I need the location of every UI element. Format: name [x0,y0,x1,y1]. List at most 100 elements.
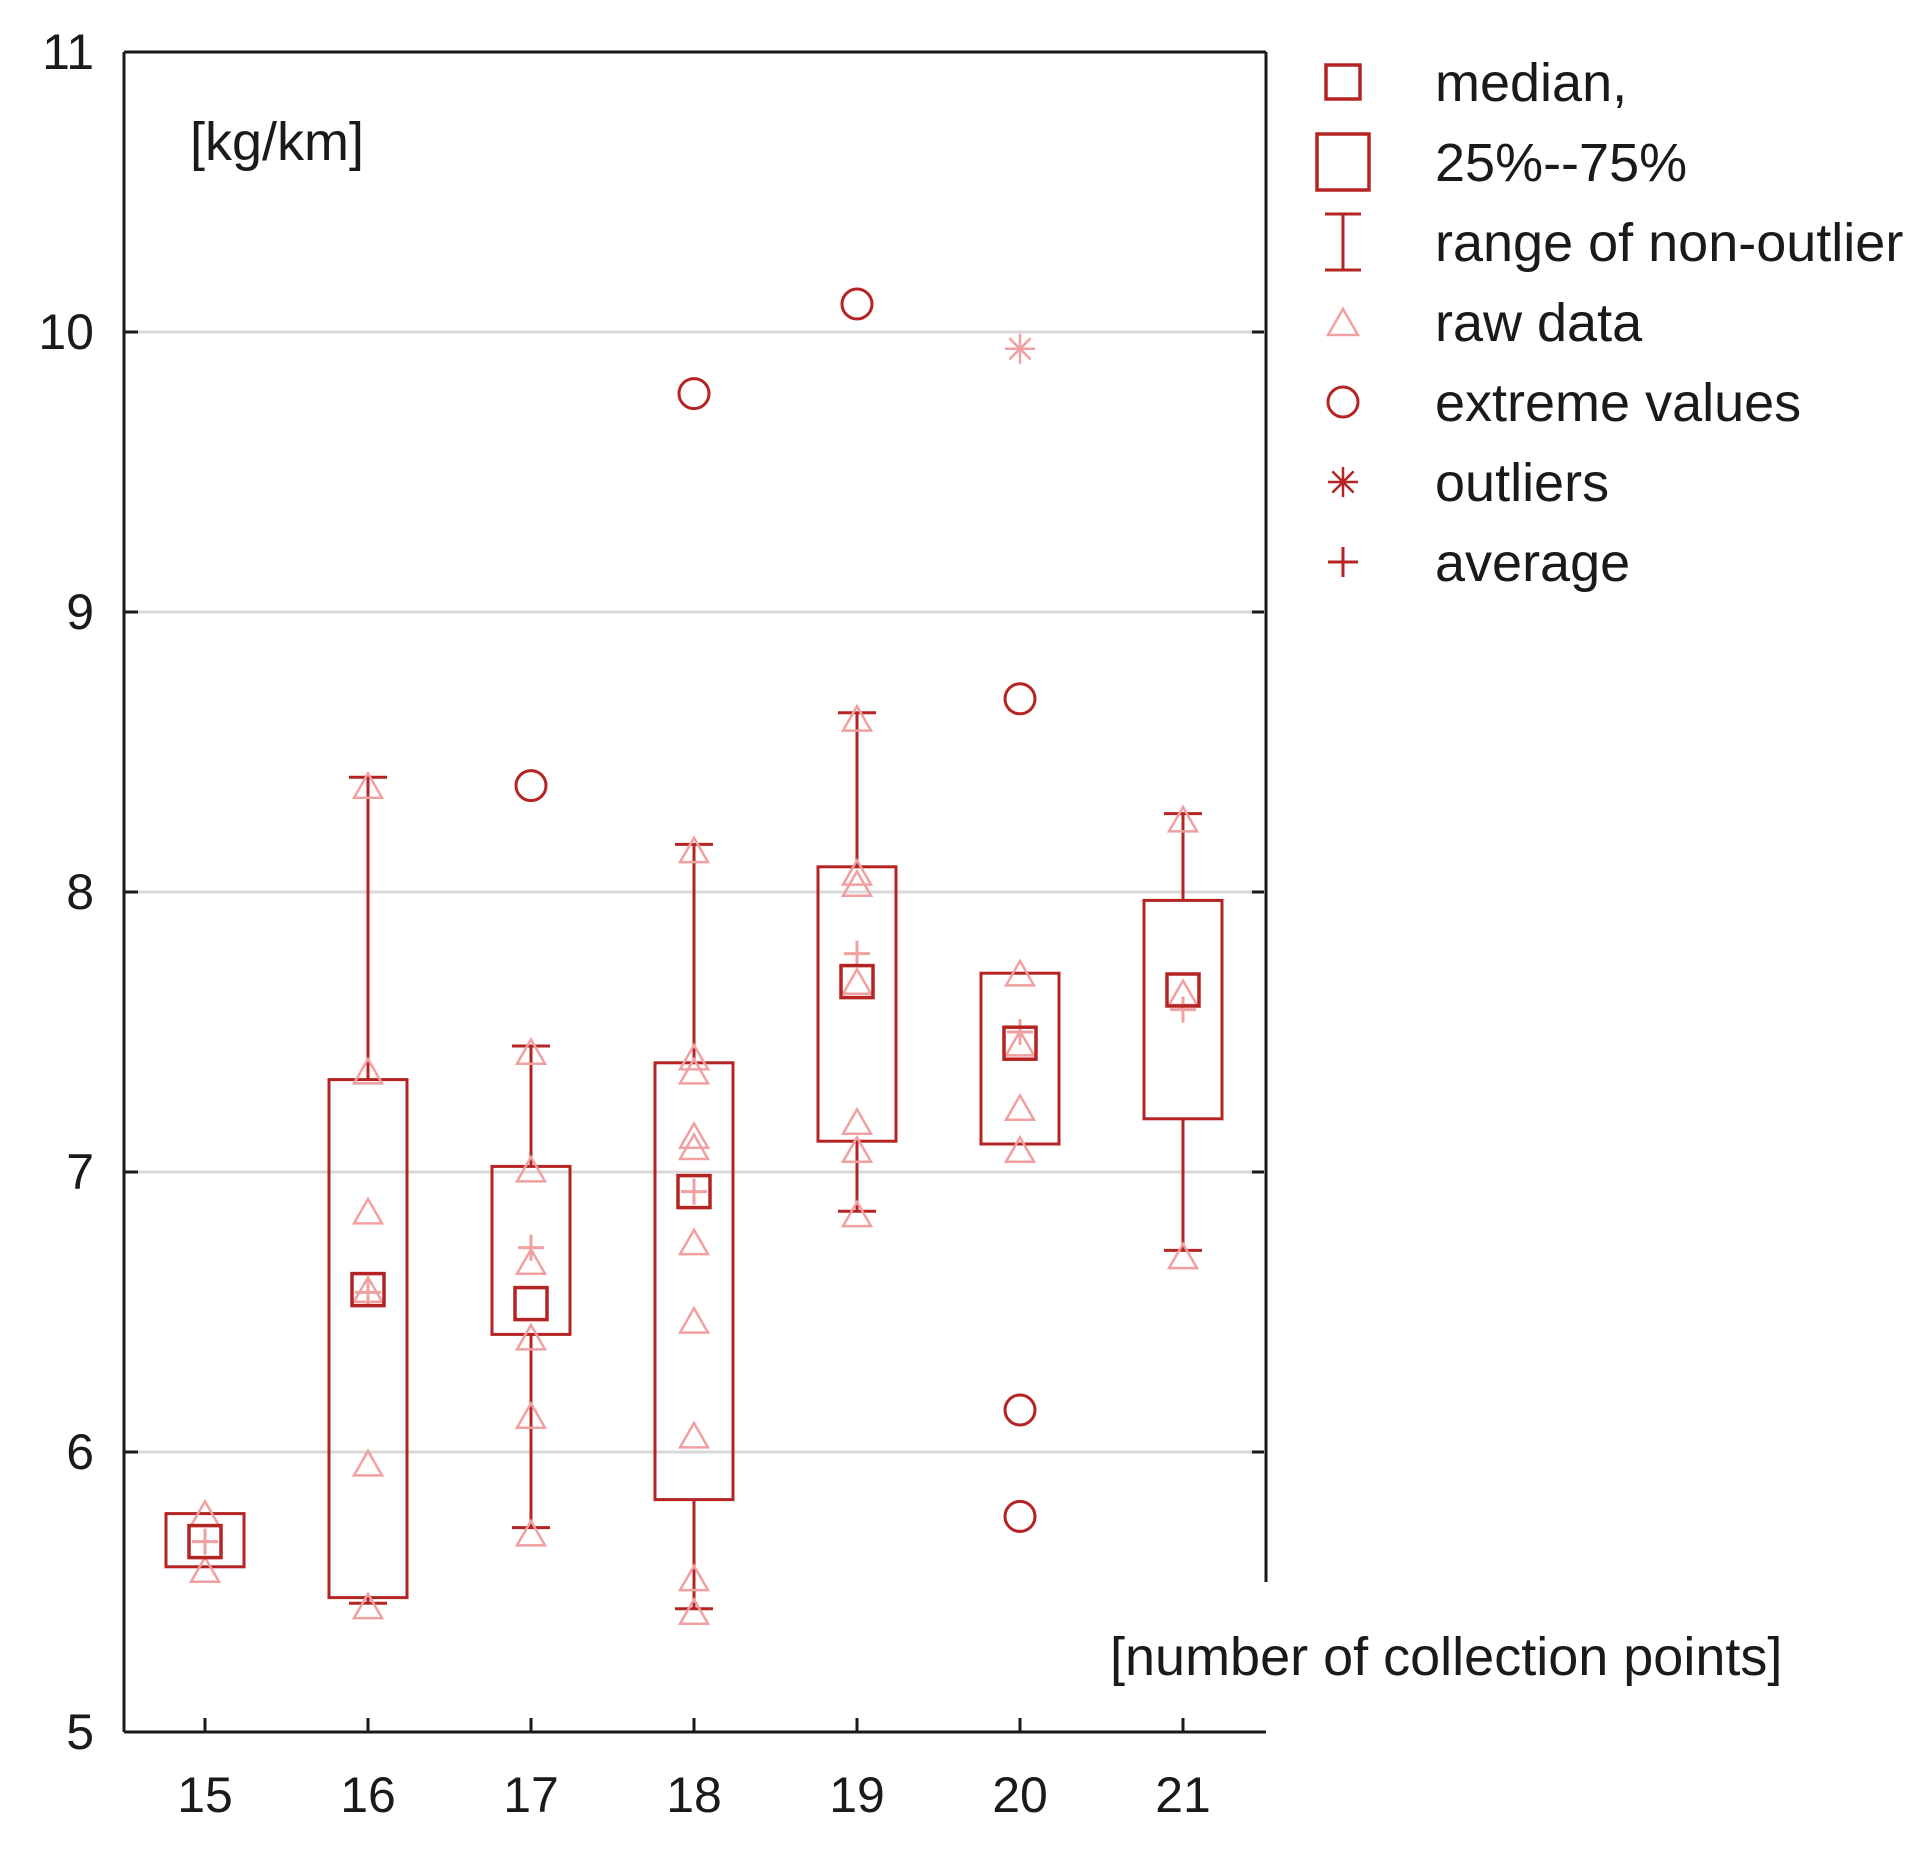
average-marker [681,1178,707,1205]
extreme-value-point [1003,682,1037,716]
legend-item-box: 25%--75% [1315,132,1687,193]
x-tick-label: 20 [992,1767,1048,1823]
outlier-point-stroke [1008,337,1032,361]
legend: median, 25%--75% range of non-outlier raw d… [1315,53,1903,593]
box-group-15 [164,1498,246,1584]
box-group-20 [979,333,1061,1533]
legend-circle-swatch [1326,385,1360,419]
iqr-box [164,1512,246,1569]
raw-data-point [514,1246,548,1276]
extreme-value-point [514,769,548,803]
x-tick-label: 18 [666,1767,722,1823]
y-tick-label: 10 [38,304,94,360]
legend-label: average [1435,533,1630,593]
iqr-box [490,1164,572,1336]
raw-data-point [677,1056,711,1085]
raw-data-point [677,1120,711,1150]
extreme-value-point [1003,1499,1037,1533]
raw-data-point [514,1400,548,1430]
legend-label: 25%--75% [1435,133,1687,193]
axes: 5 6 7 8 9 10 11 15 16 17 18 19 20 21 [38,24,1268,1823]
raw-data-point [514,1154,548,1183]
extreme-value-point [677,377,711,411]
raw-data-point [351,1196,385,1225]
box-group-21 [1142,804,1224,1270]
box-group-17 [490,769,572,1547]
x-tick-label: 16 [340,1767,396,1823]
raw-data-point [677,1227,711,1256]
y-tick-label: 5 [66,1704,94,1760]
legend-item-asterisk: outliers [1328,453,1609,513]
raw-data-point [840,857,874,886]
iqr-box [816,865,898,1143]
legend-item-circle: extreme values [1326,373,1801,433]
median-marker [839,963,875,1000]
box-group-19 [816,287,898,1228]
x-tick-label: 15 [177,1767,233,1823]
plot-area [164,287,1224,1626]
raw-data-point [514,1322,548,1351]
raw-data-point [840,1106,874,1136]
y-tick-label: 9 [66,584,94,640]
x-tick-label: 17 [503,1767,559,1823]
legend-item-median-square: median, [1324,53,1627,113]
raw-data-point [351,1056,385,1085]
legend-plus-swatch [1328,547,1358,577]
raw-data-point [514,1518,548,1547]
raw-data-point [351,1591,385,1620]
extreme-value-point [840,287,874,321]
median-marker [676,1173,712,1210]
raw-data-point [1166,804,1200,833]
average-marker [844,940,870,967]
legend-box-swatch [1315,132,1371,192]
legend-item-triangle: raw data [1325,293,1643,353]
raw-data-point [677,1420,711,1449]
raw-data-point [1003,958,1037,987]
iqr-box [1142,898,1224,1121]
legend-asterisk-swatch-stroke [1331,470,1355,494]
raw-data-point [351,1448,385,1477]
median-marker [187,1523,223,1560]
average-marker [192,1528,218,1555]
legend-triangle-swatch [1325,306,1361,337]
raw-data-point [514,1036,548,1066]
raw-data-point [1003,1092,1037,1122]
box-group-18 [653,377,735,1626]
unit-label: [kg/km] [190,112,364,172]
average-marker [1170,996,1196,1023]
raw-data-point [677,1305,711,1334]
raw-data-point [1166,1241,1200,1270]
legend-label: range of non-outlier [1435,213,1903,273]
y-tick-label: 6 [66,1424,94,1480]
iqr-box [327,1078,409,1600]
raw-data-point [677,1596,711,1626]
y-tick-label: 8 [66,864,94,920]
raw-data-point [188,1554,222,1584]
legend-label: extreme values [1435,373,1801,433]
legend-item-whisker: range of non-outlier [1325,212,1903,273]
iqr-box [653,1061,735,1502]
x-axis-title: [number of collection points] [1110,1627,1782,1687]
median-marker [513,1285,549,1322]
x-tick-label: 19 [829,1767,885,1823]
raw-data-point [677,1042,711,1071]
raw-data-point [840,1134,874,1164]
legend-label: outliers [1435,453,1609,513]
raw-data-point [840,1199,874,1228]
box-group-16 [327,770,409,1620]
y-tick-label: 11 [42,24,94,80]
raw-data-point [1003,1028,1037,1057]
raw-data-point [840,703,874,732]
x-tick-label: 21 [1155,1767,1211,1823]
outlier-point [1005,333,1035,364]
legend-median-swatch [1324,63,1362,101]
extreme-value-point [1003,1393,1037,1427]
raw-data-point [840,966,874,996]
average-marker [518,1234,544,1261]
median-marker [1165,972,1201,1008]
median-marker [1002,1025,1038,1061]
average-marker [355,1279,381,1306]
legend-label: raw data [1435,293,1643,353]
